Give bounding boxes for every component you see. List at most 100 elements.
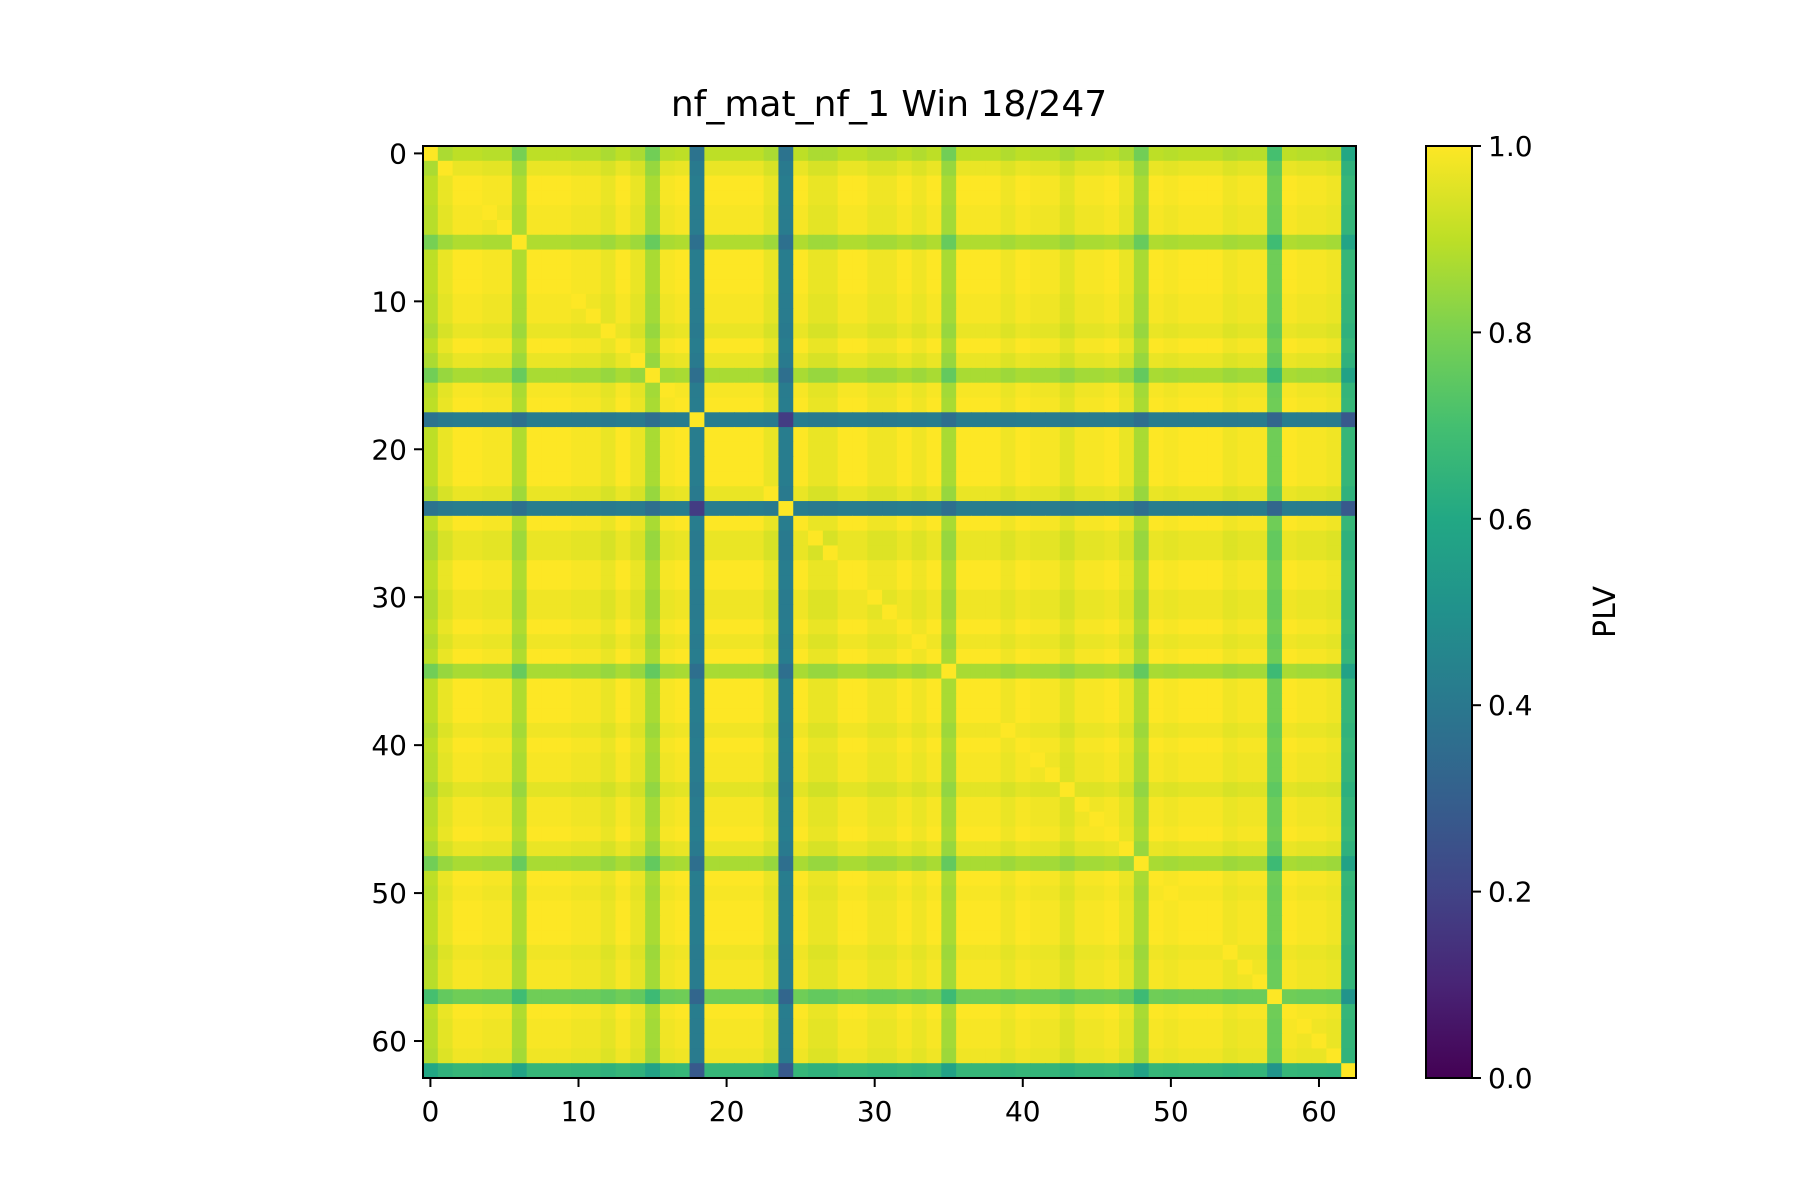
heatmap-cell xyxy=(1311,560,1327,576)
heatmap-cell xyxy=(1326,796,1342,813)
heatmap-cell xyxy=(1237,826,1253,842)
heatmap-cell xyxy=(1133,752,1150,768)
heatmap-cell xyxy=(1222,175,1239,191)
heatmap-cell xyxy=(1267,708,1283,724)
heatmap-cell xyxy=(659,678,676,694)
heatmap-cell xyxy=(452,1033,469,1050)
heatmap-cell xyxy=(719,826,735,842)
heatmap-cell xyxy=(423,708,439,724)
heatmap-cell xyxy=(600,885,617,902)
heatmap-cell xyxy=(645,959,661,976)
heatmap-cell xyxy=(452,279,469,295)
heatmap-cell xyxy=(1089,974,1105,990)
heatmap-cell xyxy=(763,205,780,221)
heatmap-cell xyxy=(896,752,913,768)
heatmap-cell xyxy=(1104,234,1120,251)
heatmap-cell xyxy=(526,634,543,650)
heatmap-cell xyxy=(896,545,913,561)
heatmap-cell xyxy=(1015,782,1031,798)
heatmap-cell xyxy=(1089,737,1105,754)
heatmap-cell xyxy=(571,175,587,191)
heatmap-cell xyxy=(793,146,809,162)
heatmap-cell xyxy=(1133,249,1150,265)
heatmap-cell xyxy=(1222,619,1239,635)
heatmap-cell xyxy=(645,870,661,887)
heatmap-cell xyxy=(497,1004,513,1020)
heatmap-cell xyxy=(778,530,794,547)
heatmap-cell xyxy=(1059,530,1076,547)
heatmap-cell xyxy=(704,722,720,739)
heatmap-cell xyxy=(467,826,483,842)
heatmap-cell xyxy=(674,441,691,458)
heatmap-cell xyxy=(1207,160,1224,177)
heatmap-cell xyxy=(541,427,557,443)
heatmap-cell xyxy=(659,989,676,1005)
heatmap-cell xyxy=(689,885,705,902)
heatmap-cell xyxy=(985,1033,1002,1050)
heatmap-cell xyxy=(822,678,839,694)
heatmap-cell xyxy=(482,560,498,576)
heatmap-cell xyxy=(1222,323,1239,339)
heatmap-cell xyxy=(1341,190,1357,206)
heatmap-cell xyxy=(1207,826,1224,842)
heatmap-cell xyxy=(585,856,602,872)
heatmap-cell xyxy=(1089,427,1105,443)
heatmap-cell xyxy=(1311,1004,1327,1020)
heatmap-cell xyxy=(970,175,987,191)
heatmap-cell xyxy=(808,175,824,191)
heatmap-cell xyxy=(1267,545,1283,561)
heatmap-cell xyxy=(896,353,913,369)
heatmap-cell xyxy=(1237,219,1253,236)
heatmap-cell xyxy=(1178,279,1194,295)
heatmap-cell xyxy=(1207,205,1224,221)
heatmap-cell xyxy=(571,441,587,458)
heatmap-cell xyxy=(926,708,942,724)
heatmap-cell xyxy=(585,900,602,916)
heatmap-cell xyxy=(763,752,780,768)
heatmap-cell xyxy=(1178,530,1194,547)
heatmap-cell xyxy=(1163,708,1179,724)
heatmap-cell xyxy=(956,708,972,724)
heatmap-cell xyxy=(1089,604,1105,620)
heatmap-cell xyxy=(941,501,957,517)
heatmap-cell xyxy=(970,190,987,206)
heatmap-cell xyxy=(808,885,824,902)
heatmap-cell xyxy=(437,693,454,709)
heatmap-cell xyxy=(882,264,898,280)
heatmap-cell xyxy=(808,678,824,694)
heatmap-cell xyxy=(837,293,854,310)
heatmap-cell xyxy=(1281,782,1298,798)
heatmap-cell xyxy=(837,959,854,976)
heatmap-cell xyxy=(526,915,543,931)
heatmap-cell xyxy=(719,323,735,339)
heatmap-cell xyxy=(1281,1033,1298,1050)
heatmap-cell xyxy=(526,959,543,976)
heatmap-cell xyxy=(1267,323,1283,339)
heatmap-cell xyxy=(630,234,646,251)
heatmap-cell xyxy=(556,560,572,576)
heatmap-cell xyxy=(1281,737,1298,754)
heatmap-cell xyxy=(1059,885,1076,902)
heatmap-cell xyxy=(1267,382,1283,399)
heatmap-cell xyxy=(1045,648,1061,665)
heatmap-cell xyxy=(585,160,602,177)
heatmap-cell xyxy=(956,589,972,606)
heatmap-cell xyxy=(571,708,587,724)
heatmap-cell xyxy=(778,722,794,739)
heatmap-cell xyxy=(985,634,1002,650)
heatmap-cell xyxy=(1059,1033,1076,1050)
heatmap-cell xyxy=(674,811,691,828)
heatmap-cell xyxy=(1326,841,1342,857)
heatmap-cell xyxy=(1267,1018,1283,1035)
heatmap-cell xyxy=(1045,796,1061,813)
heatmap-cell xyxy=(1104,382,1120,399)
heatmap-cell xyxy=(1281,619,1298,635)
heatmap-cell xyxy=(882,693,898,709)
heatmap-cell xyxy=(482,190,498,206)
heatmap-cell xyxy=(1311,308,1327,325)
heatmap-cell xyxy=(659,264,676,280)
heatmap-cell xyxy=(482,1018,498,1035)
heatmap-cell xyxy=(630,678,646,694)
heatmap-cell xyxy=(985,160,1002,177)
heatmap-cell xyxy=(1119,767,1135,783)
